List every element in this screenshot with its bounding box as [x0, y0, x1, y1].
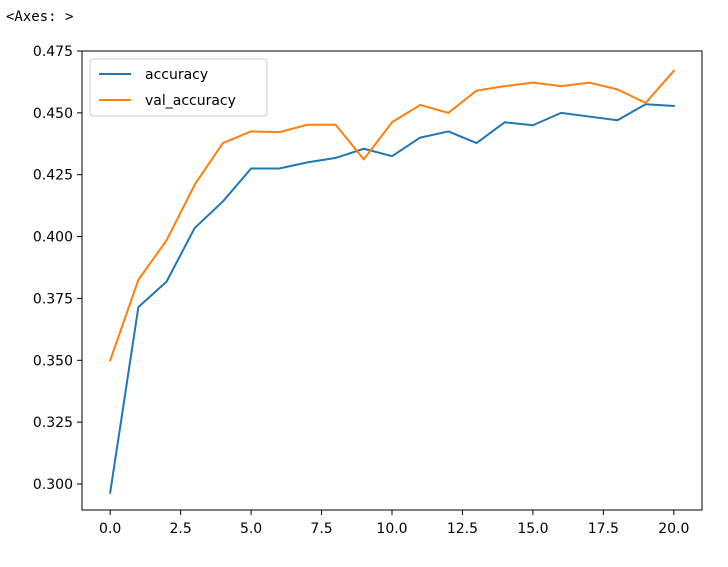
x-tick-label: 7.5 — [310, 521, 332, 537]
y-tick-label: 0.400 — [33, 230, 73, 246]
legend: accuracy val_accuracy — [89, 58, 268, 117]
plot-lines — [108, 69, 676, 494]
y-tick-label: 0.450 — [33, 106, 73, 122]
x-tick-label: 12.5 — [447, 521, 478, 537]
series-line-val-accuracy — [108, 69, 676, 362]
x-tick-label: 20.0 — [658, 521, 689, 537]
output-repr: <Axes: > — [6, 9, 74, 25]
y-tick-label: 0.475 — [33, 44, 73, 60]
legend-box — [89, 58, 268, 117]
x-tick-label: 15.0 — [517, 521, 548, 537]
y-tick-label: 0.350 — [33, 353, 73, 369]
x-tick-label: 17.5 — [588, 521, 619, 537]
y-tick-label: 0.425 — [33, 168, 73, 184]
x-tick-label: 10.0 — [376, 521, 407, 537]
legend-label-accuracy: accuracy — [145, 67, 208, 83]
series-line-accuracy — [109, 103, 675, 494]
y-tick-label: 0.300 — [33, 477, 73, 493]
x-tick-label: 5.0 — [240, 521, 262, 537]
x-tick-label: 0.0 — [99, 521, 121, 537]
y-tick-label: 0.375 — [33, 291, 73, 307]
y-tick-label: 0.325 — [33, 415, 73, 431]
axes-layer: 0.0 2.5 5.0 7.5 10.0 12.5 15.0 17.5 20.0 0.300 0.3… — [33, 44, 703, 537]
legend-label-val-accuracy: val_accuracy — [145, 93, 236, 109]
x-tick-label: 2.5 — [170, 521, 192, 537]
